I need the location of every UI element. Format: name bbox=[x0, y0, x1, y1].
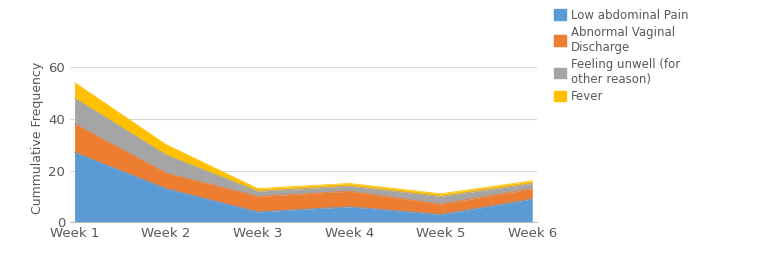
Legend: Low abdominal Pain, Abnormal Vaginal
Discharge, Feeling unwell (for
other reason: Low abdominal Pain, Abnormal Vaginal Dis… bbox=[555, 9, 689, 103]
Y-axis label: Cummulative Frequency: Cummulative Frequency bbox=[31, 62, 44, 214]
